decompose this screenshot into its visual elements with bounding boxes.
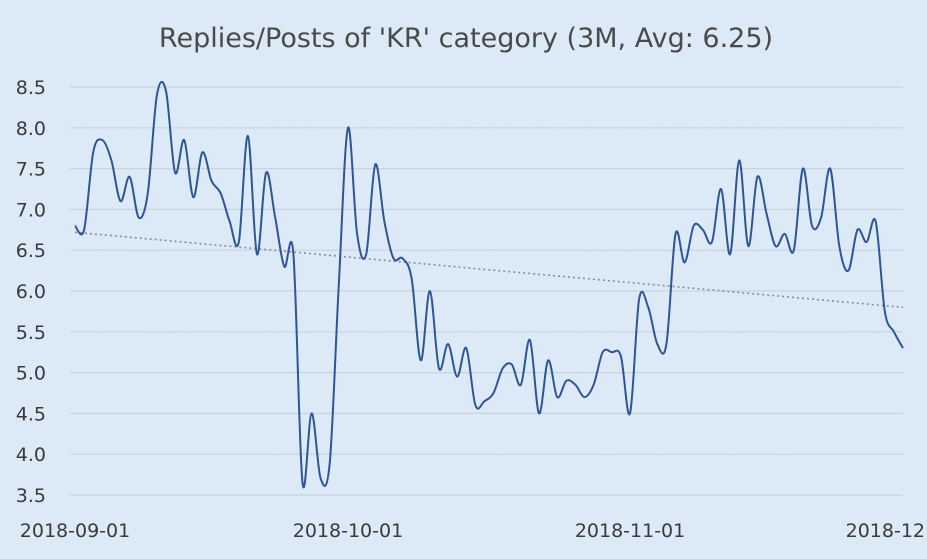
x-axis-ticks: 2018-09-01 2018-10-01 2018-11-01 2018-12 [20,520,925,542]
series-layer [74,80,904,489]
x-tick-label: 2018-10-01 [293,520,403,542]
y-tick-label: 7.0 [16,199,46,221]
y-tick-label: 4.5 [16,403,46,425]
y-tick-label: 8.0 [16,118,46,140]
y-tick-label: 6.5 [16,240,46,262]
x-tick-label: 2018-12 [846,520,925,542]
x-tick-label: 2018-09-01 [20,520,130,542]
y-tick-label: 4.0 [16,444,46,466]
y-tick-label: 8.5 [16,77,46,99]
y-tick-label: 6.0 [16,281,46,303]
trendline-layer [74,231,904,309]
x-tick-label: 2018-11-01 [575,520,685,542]
y-tick-label: 7.5 [16,159,46,181]
y-axis-ticks: 3.5 4.0 4.5 5.0 5.5 6.0 6.5 7.0 7.5 8.0 8.5 [16,77,46,507]
series-line [74,80,904,489]
y-tick-label: 5.0 [16,363,46,385]
y-tick-label: 5.5 [16,322,46,344]
trendline [74,231,904,309]
chart-title: Replies/Posts of 'KR' category (3M, Avg:… [159,23,773,54]
y-tick-label: 3.5 [16,485,46,507]
